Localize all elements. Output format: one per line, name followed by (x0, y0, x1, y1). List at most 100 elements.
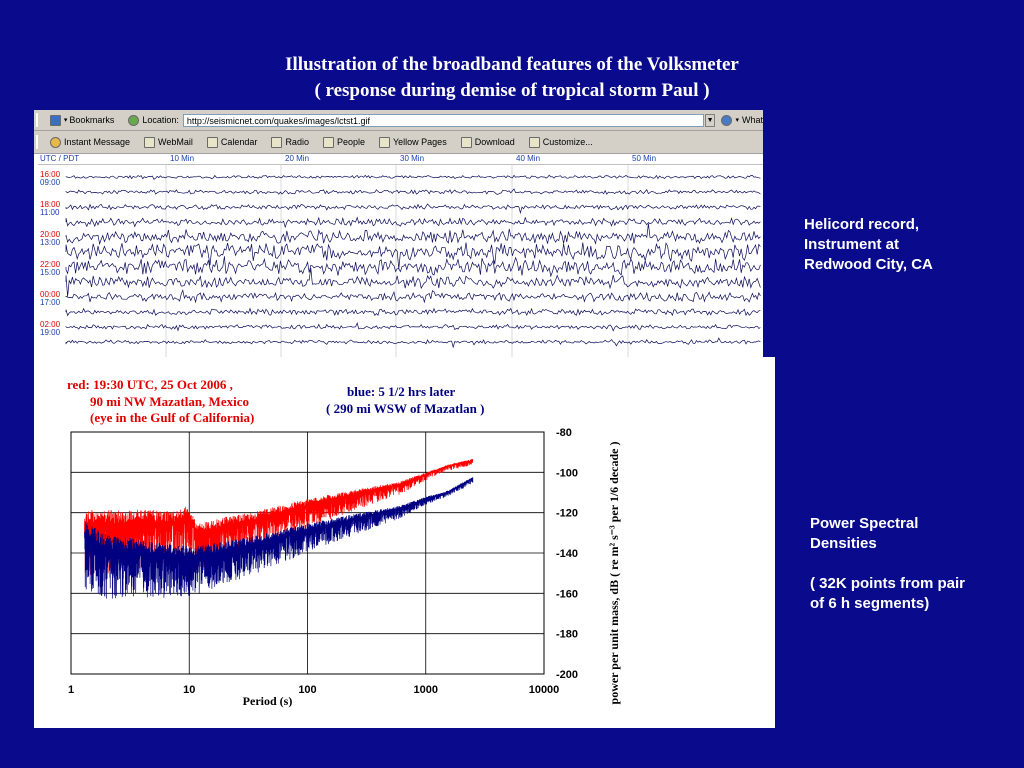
bookmarks-label: Bookmarks (69, 115, 115, 125)
personal-toolbar: Instant Message WebMail Calendar Radio P… (34, 131, 763, 154)
legend-red-line3: (eye in the Gulf of California) (90, 410, 255, 425)
helicord-trace (65, 256, 761, 278)
bookmark-page-icon (144, 136, 156, 148)
y-tick-label: -120 (556, 508, 578, 520)
location-label-group: Location: (128, 114, 179, 126)
x-tick-label: 10000 (529, 684, 560, 696)
personal-item-label: Instant Message (64, 137, 131, 147)
helicord-trace (65, 307, 761, 317)
helicord-row-label-pdt: 11:00 (40, 208, 60, 217)
helicord-trace (65, 267, 761, 297)
location-toolbar: ▾ Bookmarks Location: http://seismicnet.… (34, 110, 763, 131)
helicord-row-label-pdt: 09:00 (40, 178, 61, 187)
personal-item-instant-message[interactable]: Instant Message (50, 136, 131, 148)
helicord-trace (65, 289, 761, 304)
whats-related-label: What (741, 115, 763, 125)
x-tick-label: 1 (68, 684, 74, 696)
helicord-row-label-utc: 18:00 (40, 200, 61, 209)
legend-red-line1: red: 19:30 UTC, 25 Oct 2006 , (67, 377, 233, 392)
bookmark-page-icon (528, 136, 540, 148)
legend-blue-line1: blue: 5 1/2 hrs later (347, 384, 456, 399)
personal-item-label: People (336, 137, 365, 147)
bookmarks-button[interactable]: ▾ Bookmarks (49, 114, 115, 126)
psd-note-line: Densities (810, 535, 877, 552)
helicord-row-label-utc: 02:00 (40, 320, 61, 329)
helicord-tick-label: 10 Min (170, 154, 195, 163)
browser-screenshot: ▾ Bookmarks Location: http://seismicnet.… (34, 110, 763, 357)
personal-item-webmail[interactable]: WebMail (144, 136, 193, 148)
psd-note-line: Power Spectral (810, 515, 919, 532)
bookmark-page-icon (206, 136, 218, 148)
y-tick-label: -180 (556, 629, 578, 641)
instant-message-icon (50, 136, 61, 148)
series-red-line (84, 458, 474, 576)
whats-related-button[interactable]: ▾ What (721, 114, 763, 126)
personal-item-calendar[interactable]: Calendar (206, 136, 258, 148)
location-input[interactable]: http://seismicnet.com/quakes/images/lcts… (182, 113, 704, 127)
psd-figure: red: 19:30 UTC, 25 Oct 2006 , 90 mi NW M… (34, 357, 775, 728)
x-tick-label: 10 (183, 684, 195, 696)
helicord-row-label-pdt: 17:00 (40, 298, 61, 307)
personal-item-radio[interactable]: Radio (271, 136, 309, 148)
chevron-down-icon: ▾ (63, 117, 68, 124)
helicord-tick-label: 30 Min (400, 154, 425, 163)
chevron-down-icon: ▾ (735, 117, 739, 124)
helicord-trace (65, 223, 761, 246)
helicord-trace (65, 216, 761, 229)
bookmark-page-icon (322, 136, 334, 148)
bookmarks-icon (49, 114, 61, 126)
helicord-tick-label: 20 Min (285, 154, 310, 163)
y-tick-label: -100 (556, 467, 578, 479)
helicord-header: UTC / PDT 10 Min 20 Min 30 Min 40 Min 50… (38, 154, 763, 165)
helicord-tick-label: 50 Min (632, 154, 657, 163)
related-icon (721, 114, 733, 126)
y-tick-label: -80 (556, 427, 572, 439)
personal-item-yellow-pages[interactable]: Yellow Pages (378, 136, 447, 148)
helicord-note-line: Redwood City, CA (804, 256, 933, 273)
helicord-note-line: Instrument at (804, 236, 900, 253)
personal-item-download[interactable]: Download (460, 136, 515, 148)
helicord-row-label-utc: 22:00 (40, 260, 61, 269)
helicord-row-label-utc: 16:00 (40, 170, 61, 179)
personal-item-customize[interactable]: Customize... (528, 136, 593, 148)
location-dropdown-button[interactable]: ▼ (704, 113, 716, 127)
psd-note-line: ( 32K points from pair (810, 575, 966, 592)
legend-red-line2: 90 mi NW Mazatlan, Mexico (90, 394, 249, 409)
helicord-trace (65, 337, 761, 349)
helicord-row-label-pdt: 13:00 (40, 238, 61, 247)
y-tick-label: -160 (556, 588, 578, 600)
x-tick-label: 100 (298, 684, 316, 696)
helicord-row-label-utc: 20:00 (40, 230, 61, 239)
chart-frame (70, 431, 545, 675)
y-tick-label: -200 (556, 669, 578, 681)
toolbar-grip (36, 113, 50, 127)
x-tick-label: 1000 (414, 684, 438, 696)
helicord-tick-label: 40 Min (516, 154, 541, 163)
personal-item-people[interactable]: People (322, 136, 365, 148)
helicord-note: Helicord record, Instrument at Redwood C… (804, 215, 1014, 275)
bookmark-page-icon (378, 136, 390, 148)
helicord-row-label-pdt: 15:00 (40, 268, 61, 277)
series-blue-line (84, 476, 474, 599)
location-label: Location: (142, 115, 179, 125)
helicord-trace (65, 242, 761, 270)
psd-note-line: of 6 h segments) (810, 595, 930, 612)
personal-item-label: Radio (285, 137, 309, 147)
helicord-trace (65, 188, 761, 195)
helicord-row-label-pdt: 19:00 (40, 328, 61, 337)
psd-note: Power Spectral Densities ( 32K points fr… (810, 514, 1015, 614)
personal-item-label: WebMail (158, 137, 193, 147)
bookmark-page-icon (271, 136, 283, 148)
helicord-image: UTC / PDT 10 Min 20 Min 30 Min 40 Min 50… (38, 154, 763, 357)
helicord-row-label-utc: 00:00 (40, 290, 61, 299)
personal-item-label: Download (474, 137, 515, 147)
personal-item-label: Yellow Pages (392, 137, 447, 147)
psd-chart: 1 10 100 1000 10000 -80 -100 -120 -140 -160 -180 -2… (68, 427, 621, 708)
personal-item-label: Calendar (220, 137, 258, 147)
slide-title: Illustration of the broadband features o… (0, 52, 1024, 104)
helicord-note-line: Helicord record, (804, 216, 920, 233)
helicord-trace (65, 174, 761, 180)
psd-note-line (810, 554, 1015, 574)
x-axis-label: Period (s) (243, 694, 293, 708)
